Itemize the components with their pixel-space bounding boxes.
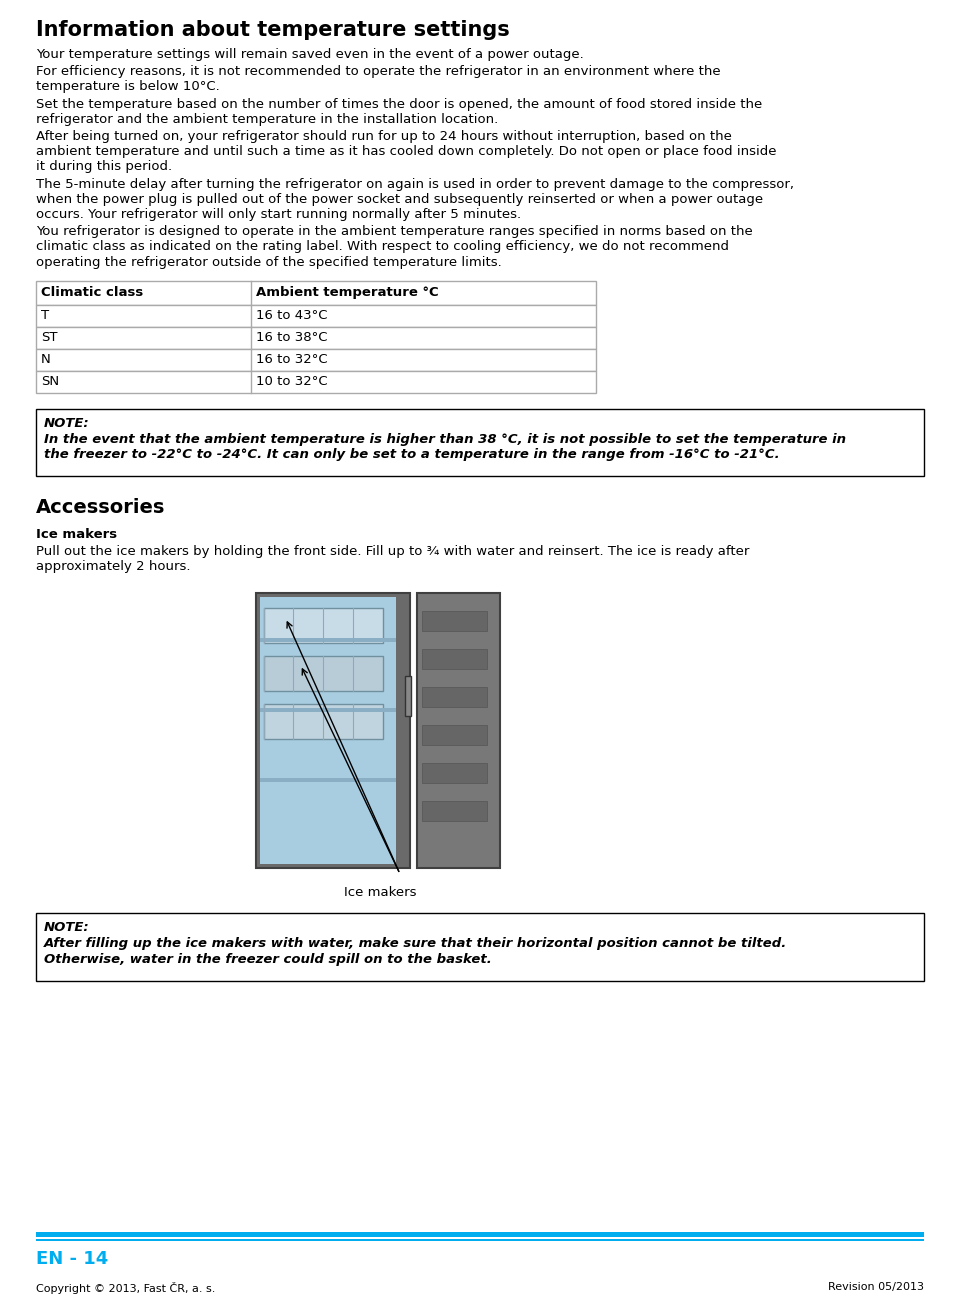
Text: Pull out the ice makers by holding the front side. Fill up to ¾ with water and r: Pull out the ice makers by holding the f…: [36, 544, 750, 557]
Bar: [36, 1232, 924, 1237]
Text: In the event that the ambient temperature is higher than 38 °C, it is not possib: In the event that the ambient temperatur…: [44, 433, 846, 446]
Text: approximately 2 hours.: approximately 2 hours.: [36, 560, 190, 573]
Bar: [36, 409, 924, 476]
Text: EN - 14: EN - 14: [36, 1250, 108, 1267]
Bar: [263, 608, 383, 644]
Text: Set the temperature based on the number of times the door is opened, the amount : Set the temperature based on the number …: [36, 98, 762, 111]
Text: refrigerator and the ambient temperature in the installation location.: refrigerator and the ambient temperature…: [36, 112, 498, 126]
Text: After filling up the ice makers with water, make sure that their horizontal posi: After filling up the ice makers with wat…: [44, 938, 787, 951]
Text: temperature is below 10°C.: temperature is below 10°C.: [36, 80, 220, 93]
Text: occurs. Your refrigerator will only start running normally after 5 minutes.: occurs. Your refrigerator will only star…: [36, 208, 521, 221]
Bar: [259, 596, 396, 865]
Text: Your temperature settings will remain saved even in the event of a power outage.: Your temperature settings will remain sa…: [36, 48, 584, 61]
Text: After being turned on, your refrigerator should run for up to 24 hours without i: After being turned on, your refrigerator…: [36, 129, 732, 143]
Bar: [422, 687, 487, 708]
Bar: [248, 587, 513, 882]
Bar: [259, 638, 396, 642]
Text: Climatic class: Climatic class: [41, 286, 143, 300]
Text: You refrigerator is designed to operate in the ambient temperature ranges specif: You refrigerator is designed to operate …: [36, 225, 753, 238]
Text: ST: ST: [41, 331, 58, 344]
Text: operating the refrigerator outside of the specified temperature limits.: operating the refrigerator outside of th…: [36, 255, 502, 268]
Text: the freezer to -22°C to -24°C. It can only be set to a temperature in the range : the freezer to -22°C to -24°C. It can on…: [44, 449, 780, 462]
Bar: [36, 913, 924, 981]
Text: Revision 05/2013: Revision 05/2013: [828, 1282, 924, 1292]
Bar: [36, 1239, 924, 1241]
Text: 16 to 38°C: 16 to 38°C: [256, 331, 327, 344]
Bar: [263, 704, 383, 739]
Text: Copyright © 2013, Fast ČR, a. s.: Copyright © 2013, Fast ČR, a. s.: [36, 1282, 215, 1294]
Text: Information about temperature settings: Information about temperature settings: [36, 20, 510, 41]
Text: climatic class as indicated on the rating label. With respect to cooling efficie: climatic class as indicated on the ratin…: [36, 241, 729, 254]
Text: NOTE:: NOTE:: [44, 921, 89, 934]
Text: SN: SN: [41, 375, 60, 388]
Text: Ambient temperature °C: Ambient temperature °C: [256, 286, 439, 300]
Bar: [418, 593, 499, 869]
Bar: [405, 675, 411, 715]
Bar: [422, 649, 487, 668]
Bar: [36, 370, 596, 392]
Bar: [422, 800, 487, 821]
Bar: [263, 657, 383, 691]
Text: 16 to 32°C: 16 to 32°C: [256, 353, 327, 366]
Text: T: T: [41, 309, 49, 322]
Bar: [259, 708, 396, 712]
Bar: [36, 305, 596, 327]
Text: ambient temperature and until such a time as it has cooled down completely. Do n: ambient temperature and until such a tim…: [36, 145, 777, 158]
Text: NOTE:: NOTE:: [44, 417, 89, 430]
Bar: [422, 763, 487, 783]
Text: Otherwise, water in the freezer could spill on to the basket.: Otherwise, water in the freezer could sp…: [44, 952, 492, 965]
Bar: [36, 349, 596, 370]
Text: it during this period.: it during this period.: [36, 161, 172, 174]
Text: Ice makers: Ice makers: [36, 528, 117, 542]
Text: For efficiency reasons, it is not recommended to operate the refrigerator in an : For efficiency reasons, it is not recomm…: [36, 65, 721, 78]
Text: Ice makers: Ice makers: [344, 886, 417, 899]
Bar: [259, 778, 396, 782]
Bar: [36, 281, 596, 305]
Bar: [422, 725, 487, 746]
Bar: [255, 593, 410, 869]
Text: 10 to 32°C: 10 to 32°C: [256, 375, 327, 388]
Text: 16 to 43°C: 16 to 43°C: [256, 309, 327, 322]
Text: The 5-minute delay after turning the refrigerator on again is used in order to p: The 5-minute delay after turning the ref…: [36, 178, 794, 191]
Text: when the power plug is pulled out of the power socket and subsequently reinserte: when the power plug is pulled out of the…: [36, 192, 763, 205]
Bar: [36, 327, 596, 349]
Bar: [422, 611, 487, 630]
Text: N: N: [41, 353, 51, 366]
Text: Accessories: Accessories: [36, 498, 165, 518]
